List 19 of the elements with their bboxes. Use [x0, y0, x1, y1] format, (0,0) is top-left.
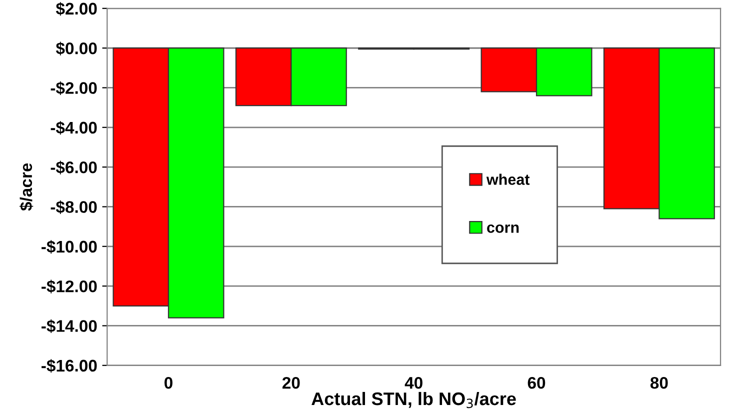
- legend-label: corn: [487, 224, 519, 233]
- y-tick-label: -$8.00: [50, 200, 97, 214]
- y-tick-label: -$16.00: [42, 359, 97, 373]
- x-tick-label: 20: [282, 376, 300, 389]
- y-tick-label: $0.00: [56, 42, 97, 56]
- y-axis-title: $/acre: [20, 163, 34, 211]
- x-tick-label: 40: [404, 376, 422, 389]
- x-axis-title: Actual STN, lb NO$_{3}$/acre: [312, 392, 516, 408]
- y-tick-label: -$6.00: [50, 160, 97, 174]
- x-tick-label: 80: [650, 376, 668, 389]
- y-tick-label: $2.00: [56, 2, 97, 16]
- y-tick-label: -$10.00: [42, 240, 97, 254]
- y-tick-label: -$14.00: [42, 319, 97, 334]
- x-tick-label: 0: [164, 376, 172, 389]
- y-tick-label: -$4.00: [50, 121, 97, 135]
- y-tick-label: -$12.00: [42, 280, 97, 294]
- y-tick-label: -$2.00: [50, 81, 97, 96]
- legend-label: wheat: [486, 174, 530, 185]
- x-tick-label: 60: [528, 376, 546, 389]
